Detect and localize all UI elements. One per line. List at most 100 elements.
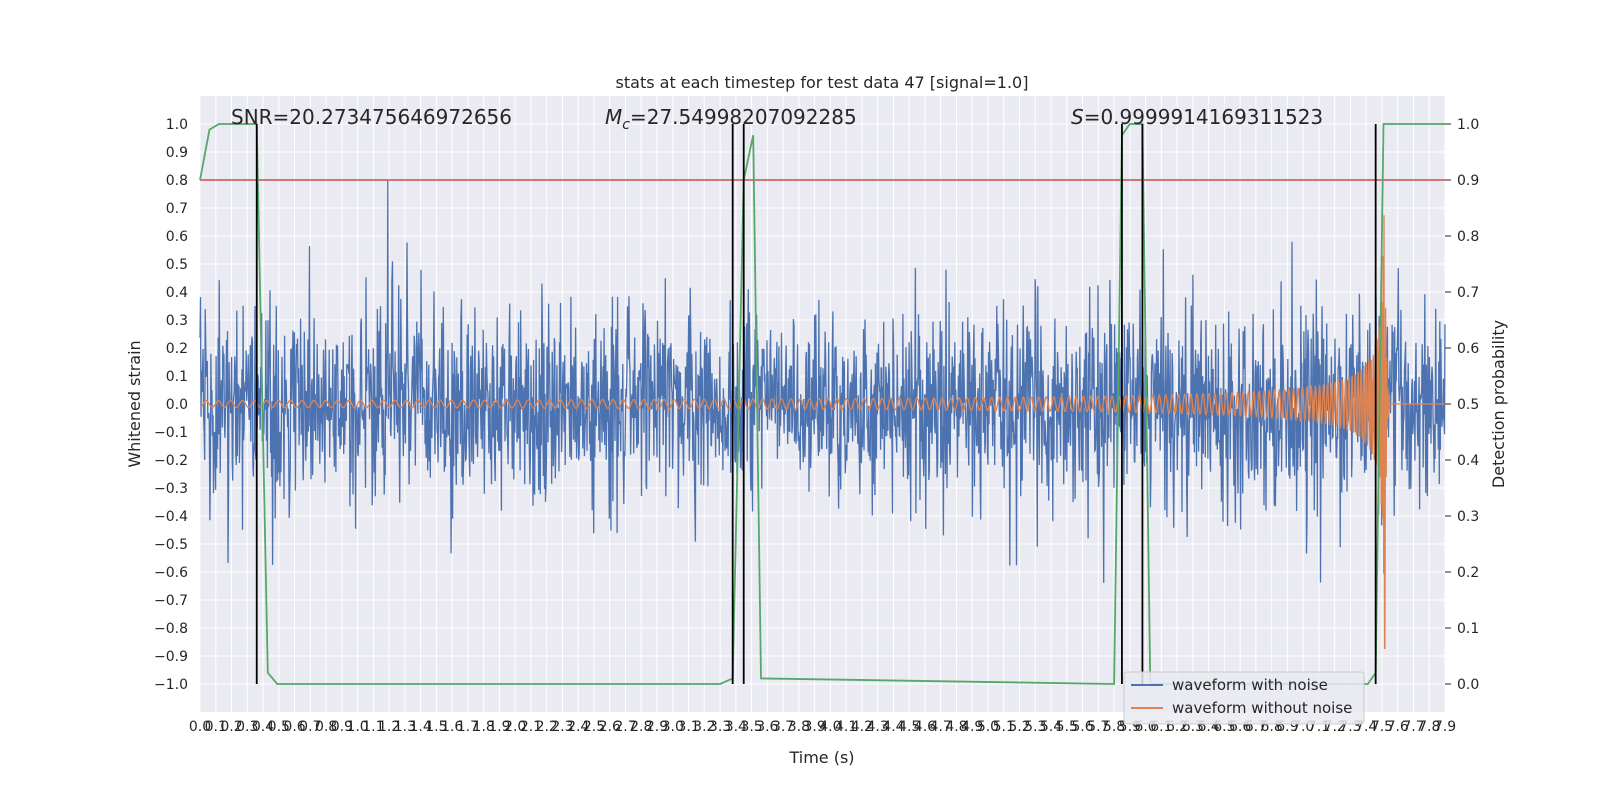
x-tick-label: 7.6 <box>1387 719 1409 735</box>
x-tick-label: 7.7 <box>1402 719 1424 735</box>
x-tick-label: 2.2 <box>536 719 558 735</box>
x-tick-label: 3.8 <box>788 719 810 735</box>
x-tick-label: 2.4 <box>567 719 589 735</box>
y-tick-label: −0.6 <box>154 565 188 581</box>
x-tick-label: 1.3 <box>394 719 416 735</box>
x-tick-label: 5.6 <box>1071 719 1093 735</box>
y2-tick-label: 0.8 <box>1457 229 1479 245</box>
x-tick-label: 5.5 <box>1056 719 1078 735</box>
y2-tick-label: 0.5 <box>1457 397 1479 413</box>
score-symbol: S <box>1071 105 1084 129</box>
x-tick-label: 1.0 <box>346 719 368 735</box>
y2-tick-label: 0.2 <box>1457 565 1479 581</box>
y2-tick-label: 1.0 <box>1457 117 1479 133</box>
y-tick-label: 1.0 <box>166 117 188 133</box>
x-tick-label: 1.5 <box>425 719 447 735</box>
y-tick-label: 0.7 <box>166 201 188 217</box>
x-tick-label: 4.7 <box>930 719 952 735</box>
x-tick-label: 2.9 <box>646 719 668 735</box>
x-tick-label: 4.1 <box>835 719 857 735</box>
y2-tick-label: 0.9 <box>1457 173 1479 189</box>
x-tick-label: 5.0 <box>977 719 999 735</box>
legend-box <box>1123 671 1365 725</box>
y-tick-label: −0.3 <box>154 481 188 497</box>
x-tick-label: 4.9 <box>961 719 983 735</box>
y-tick-label: −0.4 <box>154 509 188 525</box>
clean-waveform <box>199 215 1445 649</box>
y-tick-label: 0.5 <box>166 257 188 273</box>
x-tick-label: 5.7 <box>1087 719 1109 735</box>
y-tick-label: −0.9 <box>154 649 188 665</box>
y-tick-label: −0.7 <box>154 593 188 609</box>
y-tick-label: 0.8 <box>166 173 188 189</box>
x-tick-label: 4.0 <box>819 719 841 735</box>
x-tick-label: 3.0 <box>662 719 684 735</box>
x-tick-label: 0.7 <box>299 719 321 735</box>
x-tick-label: 0.5 <box>268 719 290 735</box>
x-tick-label: 5.8 <box>1103 719 1125 735</box>
x-tick-label: 2.7 <box>614 719 636 735</box>
x-tick-label: 2.6 <box>599 719 621 735</box>
tick-labels: 0.00.10.20.30.40.50.60.70.80.91.01.11.21… <box>154 117 1479 735</box>
x-tick-label: 4.5 <box>898 719 920 735</box>
y-tick-label: 0.3 <box>166 313 188 329</box>
y-tick-label: −0.2 <box>154 453 188 469</box>
y2-tick-label: 0.0 <box>1457 677 1479 693</box>
chirp-mass-symbol: M <box>605 105 622 129</box>
legend: waveform with noise waveform without noi… <box>1123 671 1365 725</box>
x-tick-label: 5.1 <box>993 719 1015 735</box>
x-tick-label: 2.0 <box>504 719 526 735</box>
vertical-markers <box>255 124 1377 684</box>
y-tick-label: 0.1 <box>166 369 188 385</box>
x-tick-label: 0.3 <box>236 719 258 735</box>
y2-tick-label: 0.3 <box>1457 509 1479 525</box>
x-tick-label: 7.9 <box>1434 719 1456 735</box>
x-tick-label: 3.5 <box>740 719 762 735</box>
x-tick-label: 0.6 <box>283 719 305 735</box>
x-tick-label: 0.8 <box>315 719 337 735</box>
x-tick-label: 1.1 <box>362 719 384 735</box>
y-tick-label: 0.6 <box>166 229 188 245</box>
y-tick-label: 0.2 <box>166 341 188 357</box>
x-tick-label: 4.3 <box>867 719 889 735</box>
x-tick-label: 3.7 <box>772 719 794 735</box>
legend-label-clean: waveform without noise <box>1172 699 1352 717</box>
x-tick-label: 0.1 <box>205 719 227 735</box>
x-tick-label: 1.6 <box>441 719 463 735</box>
x-tick-label: 5.4 <box>1040 719 1062 735</box>
y-tick-label: −0.1 <box>154 425 188 441</box>
x-tick-label: 0.0 <box>189 719 211 735</box>
score-annotation: S=0.9999914169311523 <box>1071 105 1323 129</box>
x-tick-label: 4.8 <box>945 719 967 735</box>
x-tick-label: 2.3 <box>551 719 573 735</box>
x-tick-label: 3.9 <box>803 719 825 735</box>
y2-tick-label: 0.1 <box>1457 621 1479 637</box>
chirp-mass-subscript: c <box>622 117 630 133</box>
x-tick-label: 1.9 <box>488 719 510 735</box>
x-tick-label: 7.5 <box>1371 719 1393 735</box>
x-tick-label: 3.6 <box>756 719 778 735</box>
x-tick-label: 1.4 <box>410 719 432 735</box>
x-tick-label: 2.8 <box>630 719 652 735</box>
score-value: =0.9999914169311523 <box>1084 105 1323 129</box>
y2-tick-label: 0.4 <box>1457 453 1479 469</box>
x-tick-label: 5.2 <box>1008 719 1030 735</box>
x-tick-label: 4.6 <box>914 719 936 735</box>
x-tick-label: 1.7 <box>457 719 479 735</box>
x-tick-label: 2.5 <box>583 719 605 735</box>
chirp-mass-annotation: Mc=27.54998207092285 <box>605 105 857 133</box>
x-tick-label: 3.1 <box>677 719 699 735</box>
y-tick-label: 0.0 <box>166 397 188 413</box>
x-tick-label: 0.4 <box>252 719 274 735</box>
noisy-waveform-line <box>199 179 1446 583</box>
y2-axis-label: Detection probability <box>1489 320 1508 488</box>
x-tick-label: 0.9 <box>331 719 353 735</box>
y-tick-label: −1.0 <box>154 677 188 693</box>
x-tick-label: 0.2 <box>220 719 242 735</box>
x-tick-label: 4.2 <box>851 719 873 735</box>
y2-tick-label: 0.7 <box>1457 285 1479 301</box>
legend-label-noisy: waveform with noise <box>1172 676 1328 694</box>
x-tick-label: 2.1 <box>520 719 542 735</box>
